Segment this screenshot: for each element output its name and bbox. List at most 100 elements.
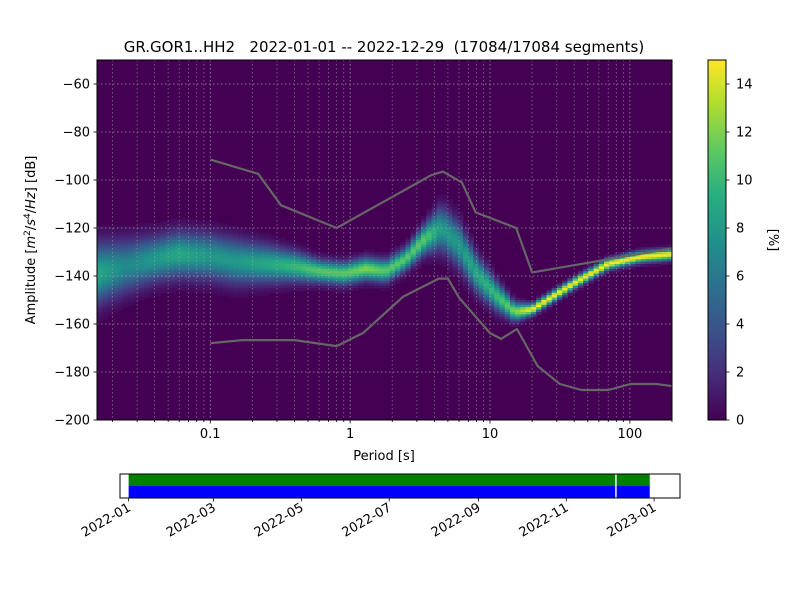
heatmap-cell xyxy=(457,276,464,279)
heatmap-cell xyxy=(421,261,427,265)
heatmap-cell xyxy=(238,259,244,263)
heatmap-cell xyxy=(368,266,375,270)
heatmap-cell xyxy=(436,230,443,234)
heatmap-cell xyxy=(154,254,161,258)
heatmap-cell xyxy=(666,259,672,263)
heatmap-cell xyxy=(635,249,642,253)
heatmap-cell xyxy=(243,261,250,265)
heatmap-cell xyxy=(222,254,229,258)
heatmap-cell xyxy=(619,264,626,267)
heatmap-cell xyxy=(342,290,349,294)
heatmap-cell xyxy=(640,256,647,260)
heatmap-cell xyxy=(358,271,365,275)
heatmap-cell xyxy=(154,290,161,294)
heatmap-cell xyxy=(557,283,563,287)
heatmap-cell xyxy=(149,288,156,291)
heatmap-cell xyxy=(394,271,401,275)
heatmap-cell xyxy=(290,285,297,289)
heatmap-cell xyxy=(112,268,119,272)
heatmap-cell xyxy=(180,220,187,224)
heatmap-cell xyxy=(217,288,224,291)
heatmap-cell xyxy=(593,276,600,279)
heatmap-cell xyxy=(196,254,203,258)
heatmap-cell xyxy=(342,285,349,289)
x-axis: 0.1 1 10 100 xyxy=(112,420,673,442)
heatmap-cell xyxy=(442,208,448,212)
heatmap-cell xyxy=(269,264,276,267)
heatmap-cell xyxy=(212,261,218,265)
heatmap-cell xyxy=(227,225,234,229)
heatmap-cell xyxy=(123,264,129,267)
heatmap-cell xyxy=(222,283,229,287)
heatmap-cell xyxy=(494,271,501,275)
heatmap-cell xyxy=(144,225,150,229)
heatmap-cell xyxy=(468,254,474,258)
heatmap-cell xyxy=(447,242,454,246)
heatmap-cell xyxy=(384,271,391,275)
colorbar-tick-label: 10 xyxy=(736,174,753,189)
heatmap-cell xyxy=(149,225,156,229)
heatmap-cell xyxy=(640,264,647,267)
heatmap-cell xyxy=(212,290,218,294)
heatmap-cell xyxy=(300,285,307,289)
heatmap-cell xyxy=(164,220,171,224)
heatmap-cell xyxy=(468,259,474,263)
heatmap-cell xyxy=(666,256,672,260)
heatmap-cell xyxy=(248,259,255,263)
heatmap-cell xyxy=(253,276,260,279)
heatmap-cell xyxy=(217,249,224,253)
heatmap-cell xyxy=(128,261,135,265)
heatmap-cell xyxy=(107,225,114,229)
heatmap-cell xyxy=(327,266,333,270)
heatmap-cell xyxy=(468,278,474,282)
heatmap-cell xyxy=(306,247,312,251)
heatmap-cell xyxy=(191,240,197,243)
timeline-tick-label: 2022-07 xyxy=(340,500,395,540)
heatmap-cell xyxy=(525,304,532,308)
heatmap-cell xyxy=(457,271,464,275)
heatmap-cell xyxy=(196,261,203,265)
heatmap-cell xyxy=(290,256,297,260)
heatmap-cell xyxy=(515,309,522,313)
heatmap-cell xyxy=(138,244,145,248)
heatmap-cell xyxy=(196,271,203,275)
heatmap-cell xyxy=(222,268,229,272)
heatmap-cell xyxy=(321,266,328,270)
heatmap-cell xyxy=(175,268,182,272)
heatmap-cell xyxy=(489,283,495,287)
heatmap-cell xyxy=(536,302,542,306)
heatmap-cell xyxy=(452,259,459,263)
heatmap-cell xyxy=(180,230,187,234)
heatmap-cell xyxy=(248,249,255,253)
heatmap-cell xyxy=(525,302,532,306)
heatmap-cell xyxy=(227,268,234,272)
heatmap-cell xyxy=(232,252,239,255)
heatmap-cell xyxy=(483,285,490,289)
heatmap-cell xyxy=(253,268,260,272)
heatmap-cell xyxy=(551,285,558,289)
heatmap-cell xyxy=(117,273,124,277)
ppsd-heatmap xyxy=(97,194,672,327)
heatmap-cell xyxy=(102,264,109,267)
heatmap-cell xyxy=(253,290,260,294)
heatmap-cell xyxy=(112,300,119,303)
heatmap-cell xyxy=(442,194,448,198)
heatmap-cell xyxy=(107,288,114,291)
heatmap-cell xyxy=(494,319,501,323)
heatmap-cell xyxy=(405,268,412,272)
heatmap-cell xyxy=(206,237,213,241)
heatmap-cell xyxy=(227,264,234,267)
heatmap-cell xyxy=(651,256,657,260)
heatmap-cell xyxy=(630,261,637,265)
heatmap-cell xyxy=(117,283,124,287)
heatmap-cell xyxy=(332,276,339,279)
availability-segment xyxy=(128,474,616,486)
heatmap-cell xyxy=(212,280,218,284)
heatmap-cell xyxy=(128,295,135,299)
heatmap-cell xyxy=(478,297,485,301)
heatmap-cell xyxy=(462,228,469,231)
heatmap-cell xyxy=(164,254,171,258)
heatmap-cell xyxy=(227,232,234,236)
heatmap-cell xyxy=(447,216,454,219)
heatmap-cell xyxy=(102,230,109,234)
